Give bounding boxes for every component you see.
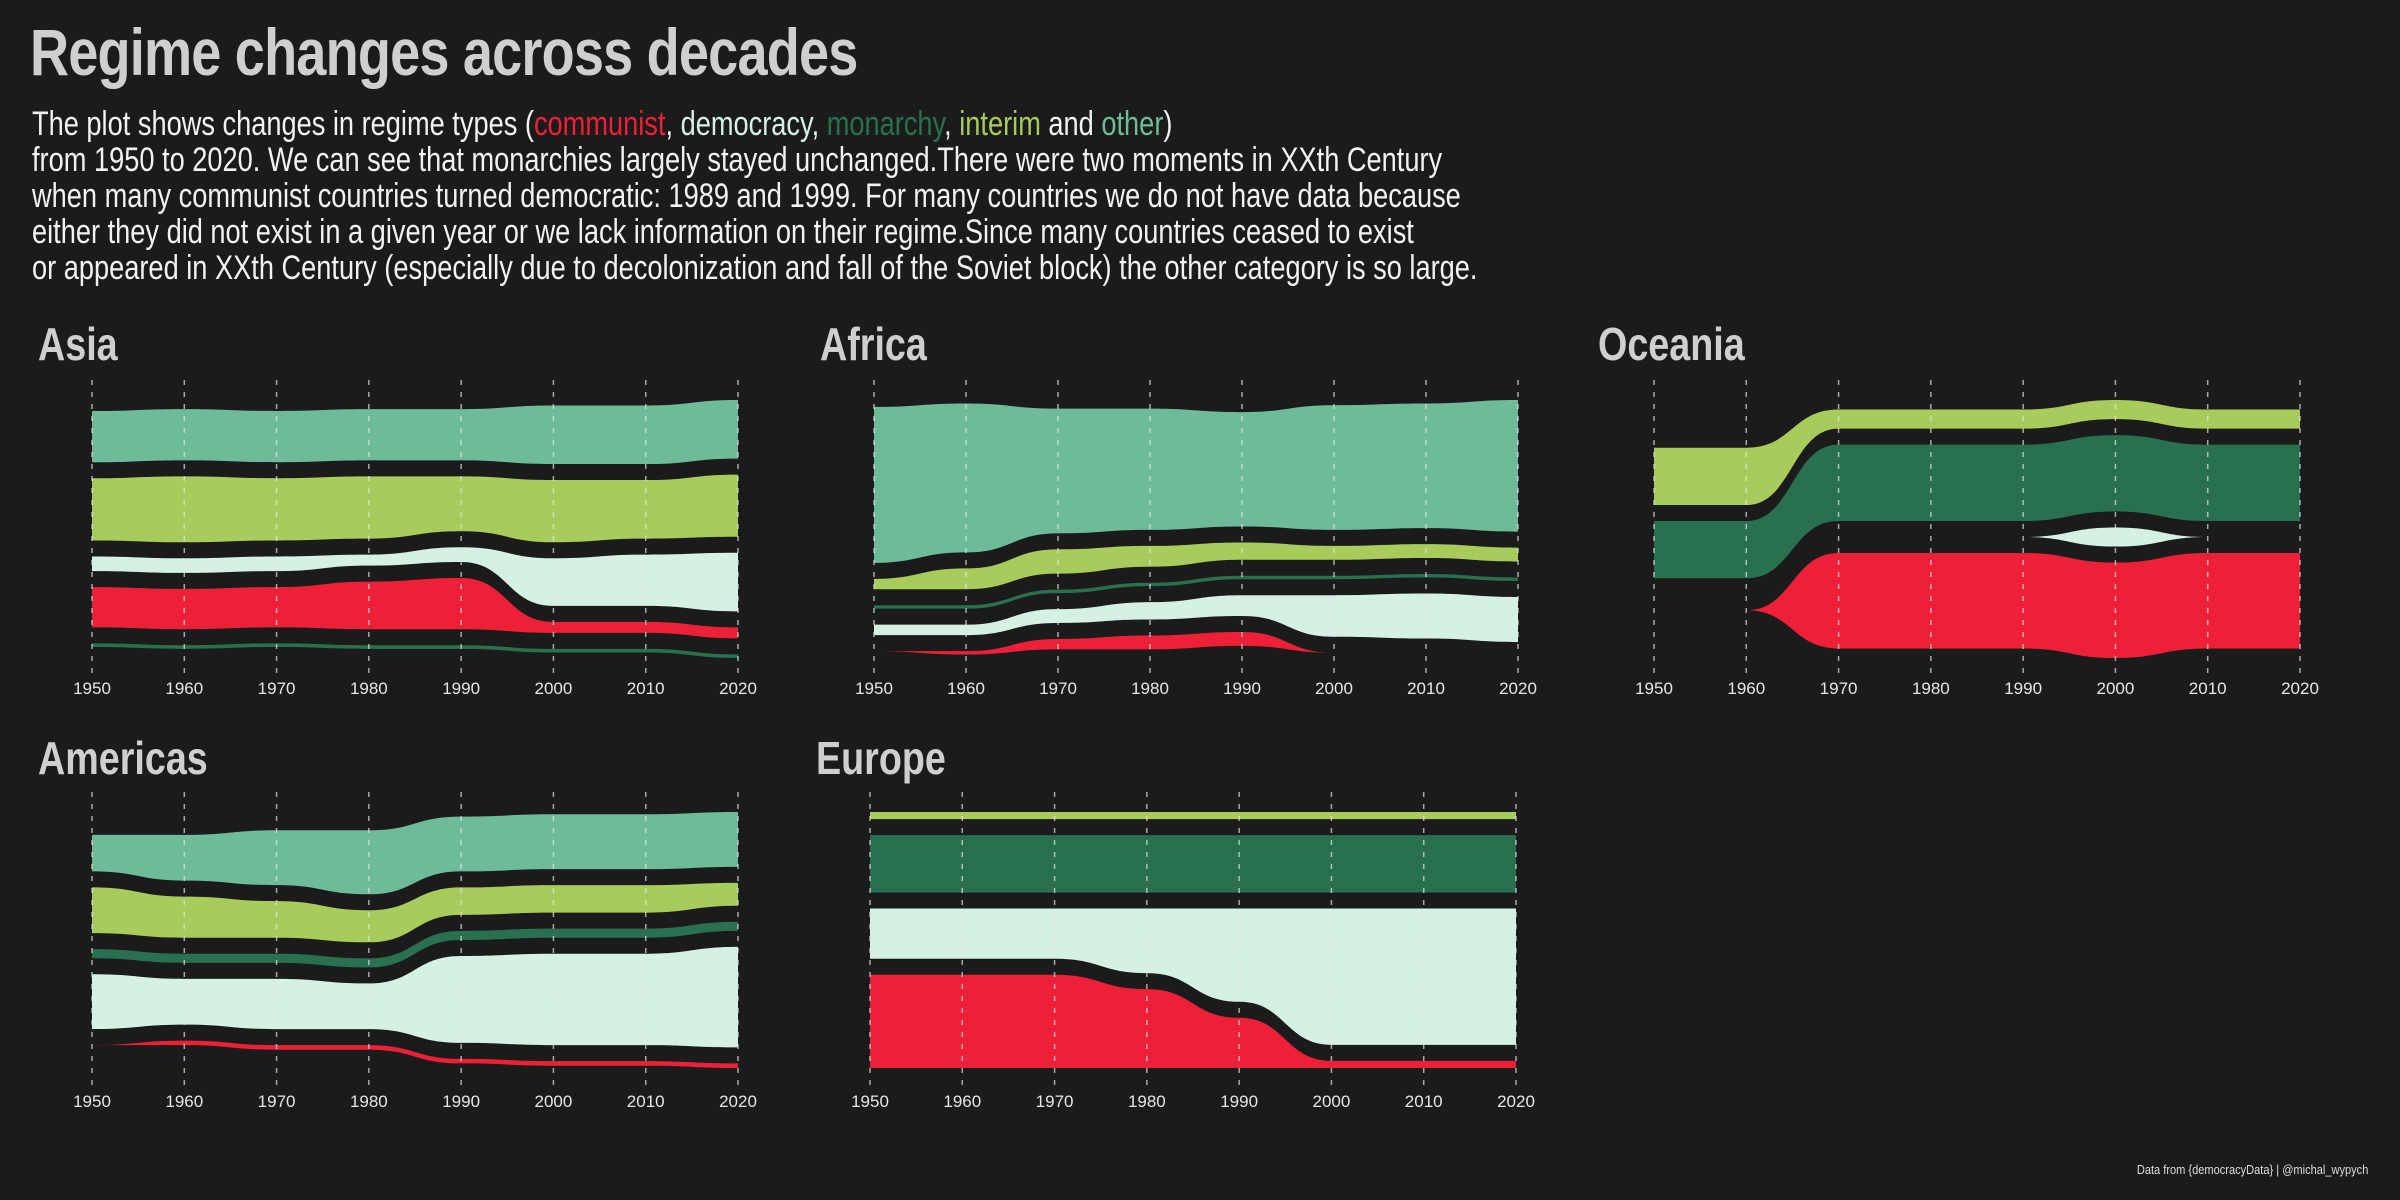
panel-title: Americas bbox=[38, 732, 208, 783]
page-subtitle: The plot shows changes in regime types (… bbox=[32, 106, 1568, 286]
x-tick-label: 1990 bbox=[1223, 679, 1261, 698]
chart-panel-africa: Africa 1950 1960 1970 1980 1990 2000 2010 2020 bbox=[820, 318, 1537, 698]
x-tick-label: 1990 bbox=[2004, 679, 2042, 698]
legend-other: other bbox=[1101, 105, 1164, 143]
x-tick-label: 2020 bbox=[719, 1092, 757, 1111]
legend-monarchy: monarchy bbox=[826, 105, 945, 143]
x-tick-label: 1950 bbox=[1635, 679, 1673, 698]
series-band-monarchy bbox=[92, 643, 738, 658]
x-tick-label: 2010 bbox=[1407, 679, 1445, 698]
x-tick-label: 2000 bbox=[535, 679, 573, 698]
x-tick-label: 1950 bbox=[73, 679, 111, 698]
x-tick-label: 1970 bbox=[1039, 679, 1077, 698]
series-band-democracy bbox=[870, 908, 1516, 1045]
legend-interim: interim bbox=[959, 105, 1041, 143]
x-tick-label: 2010 bbox=[1405, 1092, 1443, 1111]
x-tick-label: 1990 bbox=[442, 679, 480, 698]
x-tick-label: 1960 bbox=[943, 1092, 981, 1111]
x-tick-label: 1950 bbox=[851, 1092, 889, 1111]
x-tick-label: 1990 bbox=[1220, 1092, 1258, 1111]
series-band-monarchy bbox=[874, 574, 1518, 609]
x-tick-label: 1960 bbox=[1727, 679, 1765, 698]
x-tick-label: 1990 bbox=[442, 1092, 480, 1111]
series-band-communist bbox=[92, 577, 738, 639]
chart-panel-asia: Asia 1950 1960 1970 1980 1990 2000 2010 2020 bbox=[38, 318, 757, 698]
series-band-communist bbox=[92, 1040, 738, 1068]
x-tick-label: 2000 bbox=[2097, 679, 2135, 698]
legend-communist: communist bbox=[533, 105, 666, 143]
chart-panel-oceania: Oceania 1950 1960 1970 1980 1990 2000 2010 2020 bbox=[1598, 318, 2319, 698]
subtitle-separator: , bbox=[665, 105, 681, 143]
x-tick-label: 1980 bbox=[1128, 1092, 1166, 1111]
subtitle-close-paren: ) bbox=[1163, 105, 1173, 143]
series-band-other bbox=[92, 400, 738, 465]
subtitle-and: and bbox=[1040, 105, 1102, 143]
x-tick-label: 2020 bbox=[1497, 1092, 1535, 1111]
x-tick-label: 2020 bbox=[2281, 679, 2319, 698]
series-band-democracy bbox=[1654, 527, 2300, 595]
series-band-interim bbox=[874, 542, 1518, 590]
x-tick-label: 2000 bbox=[1315, 679, 1353, 698]
x-tick-label: 1980 bbox=[350, 679, 388, 698]
x-tick-label: 1950 bbox=[855, 679, 893, 698]
x-tick-label: 2000 bbox=[1313, 1092, 1351, 1111]
x-tick-label: 2010 bbox=[627, 1092, 665, 1111]
series-band-interim bbox=[92, 882, 738, 943]
series-band-other bbox=[874, 400, 1518, 563]
x-tick-label: 1970 bbox=[258, 679, 296, 698]
x-tick-label: 1970 bbox=[1036, 1092, 1074, 1111]
x-tick-label: 2020 bbox=[1499, 679, 1537, 698]
x-tick-label: 1980 bbox=[1912, 679, 1950, 698]
series-band-communist bbox=[874, 632, 1518, 658]
subtitle-line-5: or appeared in XXth Century (especially … bbox=[32, 249, 1478, 287]
legend-democracy: democracy bbox=[680, 105, 812, 143]
series-band-interim bbox=[870, 812, 1516, 820]
series-band-democracy bbox=[874, 593, 1518, 642]
series-band-communist bbox=[1654, 553, 2300, 658]
x-tick-label: 1960 bbox=[165, 679, 203, 698]
x-tick-label: 1960 bbox=[165, 1092, 203, 1111]
data-credit: Data from {democracyData} | @michal_wypy… bbox=[2136, 1162, 2368, 1177]
page-title: Regime changes across decades bbox=[30, 15, 858, 89]
chart-panel-europe: Europe 1950 1960 1970 1980 1990 2000 2010 2020 bbox=[816, 732, 1535, 1111]
panel-title: Europe bbox=[816, 732, 946, 783]
x-tick-label: 2020 bbox=[719, 679, 757, 698]
series-band-democracy bbox=[92, 547, 738, 612]
series-band-interim bbox=[92, 474, 738, 543]
x-tick-label: 1970 bbox=[1820, 679, 1858, 698]
panel-title: Africa bbox=[820, 318, 927, 369]
series-band-democracy bbox=[92, 946, 738, 1048]
x-tick-label: 1970 bbox=[258, 1092, 296, 1111]
x-tick-label: 1980 bbox=[350, 1092, 388, 1111]
subtitle-line-4: either they did not exist in a given yea… bbox=[32, 213, 1414, 251]
subtitle-line-3: when many communist countries turned dem… bbox=[32, 177, 1461, 215]
panel-title: Asia bbox=[38, 318, 118, 369]
series-band-interim bbox=[1654, 400, 2300, 505]
x-tick-label: 2000 bbox=[535, 1092, 573, 1111]
series-band-communist bbox=[870, 974, 1516, 1068]
x-tick-label: 1980 bbox=[1131, 679, 1169, 698]
panel-title: Oceania bbox=[1598, 318, 1745, 369]
subtitle-line-1: The plot shows changes in regime types (… bbox=[32, 106, 1568, 142]
x-tick-label: 1960 bbox=[947, 679, 985, 698]
series-band-monarchy bbox=[92, 921, 738, 968]
x-tick-label: 2010 bbox=[627, 679, 665, 698]
x-tick-label: 1950 bbox=[73, 1092, 111, 1111]
subtitle-separator: , bbox=[811, 105, 827, 143]
x-tick-label: 2010 bbox=[2189, 679, 2227, 698]
subtitle-separator: , bbox=[944, 105, 960, 143]
series-band-monarchy bbox=[870, 835, 1516, 893]
series-band-monarchy bbox=[1654, 435, 2300, 579]
subtitle-intro: The plot shows changes in regime types ( bbox=[32, 105, 534, 143]
series-band-other bbox=[92, 812, 738, 895]
chart-panel-americas: Americas 1950 1960 1970 1980 1990 2000 2010 2020 bbox=[38, 732, 757, 1111]
subtitle-line-2: from 1950 to 2020. We can see that monar… bbox=[32, 141, 1443, 179]
